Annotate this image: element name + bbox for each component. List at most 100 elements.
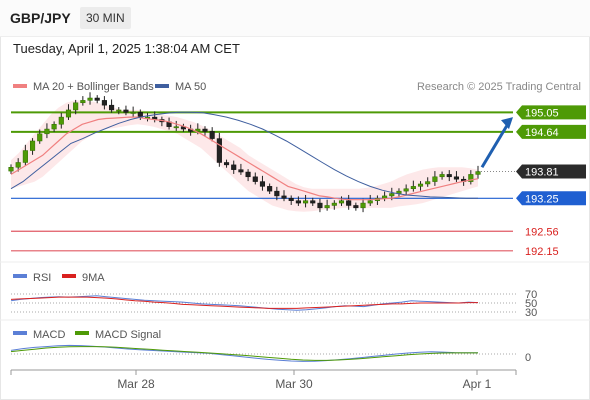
candle-body <box>310 200 316 204</box>
candle-body <box>346 200 352 206</box>
candle-body <box>202 128 208 132</box>
timestamp: Tuesday, April 1, 2025 1:38:04 AM CET <box>13 41 240 56</box>
x-tick-label: Mar 28 <box>117 377 155 391</box>
candle-body <box>209 131 215 139</box>
candle-body <box>195 128 201 132</box>
candle-body <box>410 186 416 189</box>
symbol-title: GBP/JPY <box>10 10 71 26</box>
candle-body <box>37 133 43 142</box>
ma20-line <box>10 116 479 201</box>
last-level-tag <box>516 164 586 179</box>
macd-tick-label: 0 <box>525 352 531 364</box>
source-credit: Research © 2025 Trading Central <box>417 81 581 93</box>
ma50-legend-label: MA 50 <box>175 81 206 93</box>
macd-panel: 0 <box>10 344 531 364</box>
candle-body <box>245 171 251 178</box>
candle-body <box>173 126 179 129</box>
forecast-arrow-shaft <box>480 121 511 169</box>
candle-body <box>417 183 424 187</box>
rsi-tick-label: 30 <box>525 307 537 319</box>
candle-body <box>281 195 287 199</box>
candle-body <box>267 186 273 192</box>
macd-signal-line <box>10 346 478 361</box>
macd-signal-legend-swatch <box>75 331 89 335</box>
candle-body <box>338 200 345 204</box>
resistance-level-tag <box>516 105 586 120</box>
candle-body <box>353 205 359 209</box>
candle-body <box>231 164 237 170</box>
ma50-line <box>10 111 478 199</box>
ma20-legend-swatch <box>13 84 27 88</box>
bollinger-band <box>11 100 478 212</box>
resistance-level-label: 194.64 <box>525 127 559 139</box>
target-level-label: 192.56 <box>525 226 559 238</box>
candle-body <box>259 181 266 187</box>
rsi-legend-label: RSI <box>33 272 51 284</box>
candle-body <box>303 200 309 204</box>
candle-body <box>274 190 280 197</box>
candle-body <box>468 174 474 182</box>
candle-body <box>123 109 129 113</box>
candle-body <box>116 109 122 112</box>
x-tick-label: Apr 1 <box>463 377 492 391</box>
candle-body <box>475 171 481 175</box>
candle-body <box>73 102 79 111</box>
candle-body <box>109 104 115 111</box>
support-level-label: 193.25 <box>525 193 559 205</box>
top-bar: GBP/JPY 30 MIN <box>0 0 590 37</box>
candle-body <box>403 188 409 192</box>
rsi-legend-swatch <box>13 274 27 278</box>
candle-body <box>425 181 431 185</box>
candle-body <box>252 176 258 182</box>
forecast-arrowhead <box>501 117 513 130</box>
macd-legend-label: MACD <box>33 329 65 341</box>
candle-body <box>331 202 337 206</box>
candle-body <box>446 174 452 178</box>
candle-body <box>58 116 64 125</box>
rsi-tick-label: 50 <box>525 298 537 310</box>
support-level-tag <box>516 191 586 206</box>
resistance-level-tag <box>516 124 586 139</box>
candle-body <box>87 97 93 101</box>
candle-body <box>44 128 50 135</box>
price-panel: 195.05 194.64 193.81 193.25 192.56 192.15 <box>8 92 586 258</box>
candle-body <box>223 162 230 166</box>
candle-body <box>324 205 330 209</box>
candle-body <box>216 138 222 163</box>
candle-body <box>65 109 72 118</box>
candle-body <box>382 195 388 199</box>
target-level-label: 192.15 <box>525 246 559 258</box>
candle-body <box>453 176 459 180</box>
candle-body <box>8 167 14 172</box>
macd-line <box>10 344 478 362</box>
rsi-line <box>10 295 479 311</box>
candle-body <box>389 193 395 197</box>
macd-legend-swatch <box>13 331 27 335</box>
resistance-level-label: 195.05 <box>525 107 559 119</box>
candle-body <box>238 169 244 173</box>
candle-body <box>432 176 438 182</box>
macd-signal-legend-label: MACD Signal <box>95 329 161 341</box>
candle-body <box>295 200 301 204</box>
timeframe-button[interactable]: 30 MIN <box>80 7 131 29</box>
rsi-ma-legend-label: 9MA <box>82 272 105 284</box>
rsi-tick-label: 70 <box>525 289 537 301</box>
candle-body <box>317 202 323 209</box>
candle-body <box>94 97 100 101</box>
candle-body <box>130 112 136 114</box>
candle-body <box>288 198 294 201</box>
candle-body <box>101 100 107 106</box>
candle-body <box>51 124 57 130</box>
ma50-legend-swatch <box>155 84 169 88</box>
rsi-ma-line <box>10 296 478 309</box>
candle-body <box>30 140 36 151</box>
rsi-ma-legend-swatch <box>62 274 76 278</box>
x-axis-ticks: Mar 28 Mar 30 Apr 1 <box>10 370 517 391</box>
candle-body <box>367 200 373 204</box>
candle-body <box>22 150 28 163</box>
candle-body <box>80 100 86 104</box>
x-tick-label: Mar 30 <box>275 377 313 391</box>
candle-body <box>15 162 21 168</box>
